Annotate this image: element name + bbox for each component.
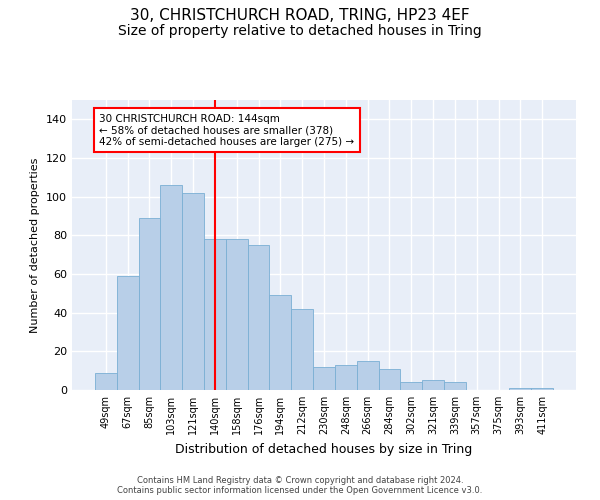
Bar bbox=[204, 239, 226, 390]
Bar bbox=[335, 365, 357, 390]
Bar bbox=[313, 367, 335, 390]
Bar bbox=[248, 245, 269, 390]
Bar bbox=[95, 372, 117, 390]
Y-axis label: Number of detached properties: Number of detached properties bbox=[31, 158, 40, 332]
Bar bbox=[379, 368, 400, 390]
Bar bbox=[509, 388, 531, 390]
Text: Distribution of detached houses by size in Tring: Distribution of detached houses by size … bbox=[175, 442, 473, 456]
Bar bbox=[182, 193, 204, 390]
Text: Contains HM Land Registry data © Crown copyright and database right 2024.
Contai: Contains HM Land Registry data © Crown c… bbox=[118, 476, 482, 495]
Text: Size of property relative to detached houses in Tring: Size of property relative to detached ho… bbox=[118, 24, 482, 38]
Text: 30, CHRISTCHURCH ROAD, TRING, HP23 4EF: 30, CHRISTCHURCH ROAD, TRING, HP23 4EF bbox=[130, 8, 470, 22]
Bar bbox=[357, 361, 379, 390]
Bar bbox=[291, 309, 313, 390]
Bar bbox=[117, 276, 139, 390]
Bar bbox=[226, 239, 248, 390]
Bar bbox=[139, 218, 160, 390]
Bar bbox=[422, 380, 444, 390]
Bar bbox=[269, 296, 291, 390]
Bar bbox=[160, 185, 182, 390]
Bar bbox=[444, 382, 466, 390]
Bar bbox=[400, 382, 422, 390]
Text: 30 CHRISTCHURCH ROAD: 144sqm
← 58% of detached houses are smaller (378)
42% of s: 30 CHRISTCHURCH ROAD: 144sqm ← 58% of de… bbox=[99, 114, 355, 146]
Bar bbox=[531, 388, 553, 390]
